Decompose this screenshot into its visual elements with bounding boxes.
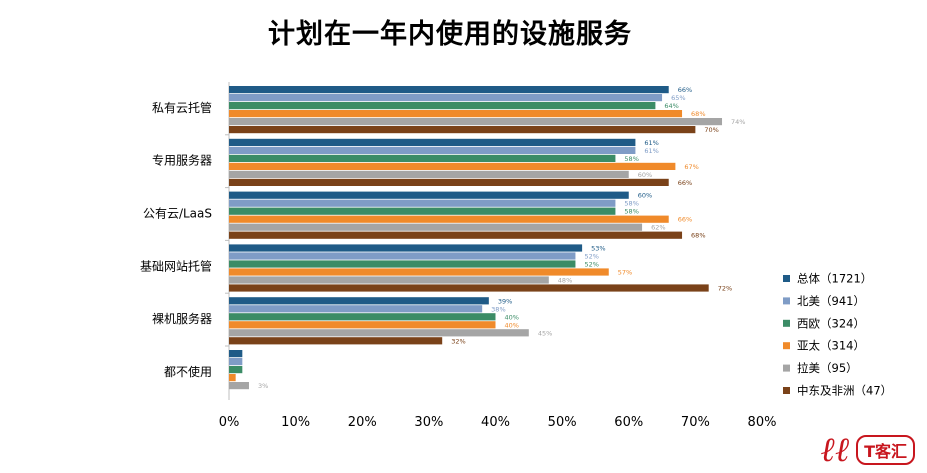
bar — [229, 162, 676, 170]
legend-swatch — [783, 319, 790, 327]
data-label: 74% — [731, 118, 745, 126]
category-label: 基础网站托管 — [140, 258, 212, 273]
chart-title: 计划在一年内使用的设施服务 — [268, 19, 632, 50]
bar — [229, 146, 636, 154]
bar — [229, 207, 616, 215]
data-label: 38% — [491, 305, 505, 313]
bar — [229, 260, 576, 268]
data-label: 67% — [684, 163, 698, 171]
bar — [229, 231, 683, 239]
category-label: 都不使用 — [164, 364, 212, 379]
legend-label: 中东及非洲（47） — [797, 384, 892, 398]
x-tick-label: 30% — [414, 415, 443, 430]
legend-label: 亚太（314） — [797, 339, 865, 353]
category-label: 专用服务器 — [152, 153, 212, 168]
data-label: 58% — [624, 208, 638, 216]
bar — [229, 191, 629, 199]
bar — [229, 329, 529, 337]
bar — [229, 313, 496, 321]
bar — [229, 305, 483, 313]
bar — [229, 366, 243, 374]
x-tick-label: 80% — [748, 415, 777, 430]
data-label: 40% — [505, 321, 519, 329]
bar — [229, 170, 629, 178]
bar — [229, 215, 669, 223]
x-tick-label: 50% — [548, 415, 577, 430]
bar — [229, 252, 576, 260]
data-label: 45% — [538, 329, 552, 337]
data-label: 68% — [691, 232, 705, 240]
data-label: 40% — [505, 313, 519, 321]
legend-label: 拉美（95） — [797, 361, 858, 375]
data-label: 60% — [638, 171, 652, 179]
bar — [229, 102, 656, 110]
x-tick-label: 20% — [348, 415, 377, 430]
legend-swatch — [783, 297, 790, 305]
data-label: 60% — [638, 192, 652, 200]
x-tick-label: 60% — [614, 415, 643, 430]
bar — [229, 86, 669, 94]
legend-swatch — [783, 387, 790, 394]
bar — [229, 358, 243, 366]
category-label: 私有云托管 — [152, 100, 212, 115]
data-label: 58% — [624, 155, 638, 163]
bar — [229, 110, 683, 118]
data-label: 48% — [558, 277, 572, 285]
x-tick-label: 40% — [481, 415, 510, 430]
bar — [229, 223, 643, 231]
bar — [229, 199, 616, 207]
data-label: 39% — [498, 297, 512, 305]
bar — [229, 94, 663, 102]
data-label: 53% — [591, 245, 605, 253]
data-label: 32% — [451, 337, 465, 345]
data-label: 58% — [624, 200, 638, 208]
legend-label: 北美（941） — [797, 294, 865, 308]
legend-swatch — [783, 275, 790, 282]
legend-label: 总体（1721） — [797, 272, 872, 286]
data-label: 68% — [691, 110, 705, 118]
bar — [229, 154, 616, 162]
x-tick-label: 0% — [219, 415, 240, 430]
category-label: 裸机服务器 — [152, 311, 212, 326]
brand-logo: ℓℓ T客汇 — [821, 430, 915, 470]
data-label: 57% — [618, 269, 632, 277]
bar — [229, 126, 696, 134]
data-label: 3% — [258, 382, 268, 390]
x-tick-label: 10% — [281, 415, 310, 430]
data-label: 70% — [704, 126, 718, 134]
bar — [229, 138, 636, 146]
data-label: 72% — [718, 285, 732, 293]
legend-label: 西欧（324） — [797, 316, 865, 330]
bar — [229, 276, 549, 284]
logo-mark-icon: ℓℓ — [821, 430, 851, 470]
data-label: 64% — [664, 102, 678, 110]
bar — [229, 297, 489, 305]
logo-text: T客汇 — [856, 435, 915, 465]
data-label: 61% — [644, 139, 658, 147]
data-label: 52% — [584, 261, 598, 269]
data-label: 66% — [678, 216, 692, 224]
category-label: 公有云/LaaS — [143, 207, 212, 221]
x-tick-label: 70% — [681, 415, 710, 430]
data-label: 62% — [651, 224, 665, 232]
bar — [229, 178, 669, 186]
bar — [229, 382, 249, 390]
data-label: 52% — [584, 253, 598, 261]
bar — [229, 337, 443, 345]
data-label: 65% — [671, 94, 685, 102]
bar — [229, 244, 583, 252]
bar — [229, 284, 709, 292]
bar — [229, 268, 609, 276]
bar — [229, 118, 723, 126]
legend-swatch — [783, 364, 790, 372]
data-label: 66% — [678, 179, 692, 187]
legend-swatch — [783, 342, 790, 350]
bar — [229, 321, 496, 329]
bar — [229, 374, 236, 382]
data-label: 66% — [678, 86, 692, 94]
data-label: 61% — [644, 147, 658, 155]
bar — [229, 350, 243, 358]
